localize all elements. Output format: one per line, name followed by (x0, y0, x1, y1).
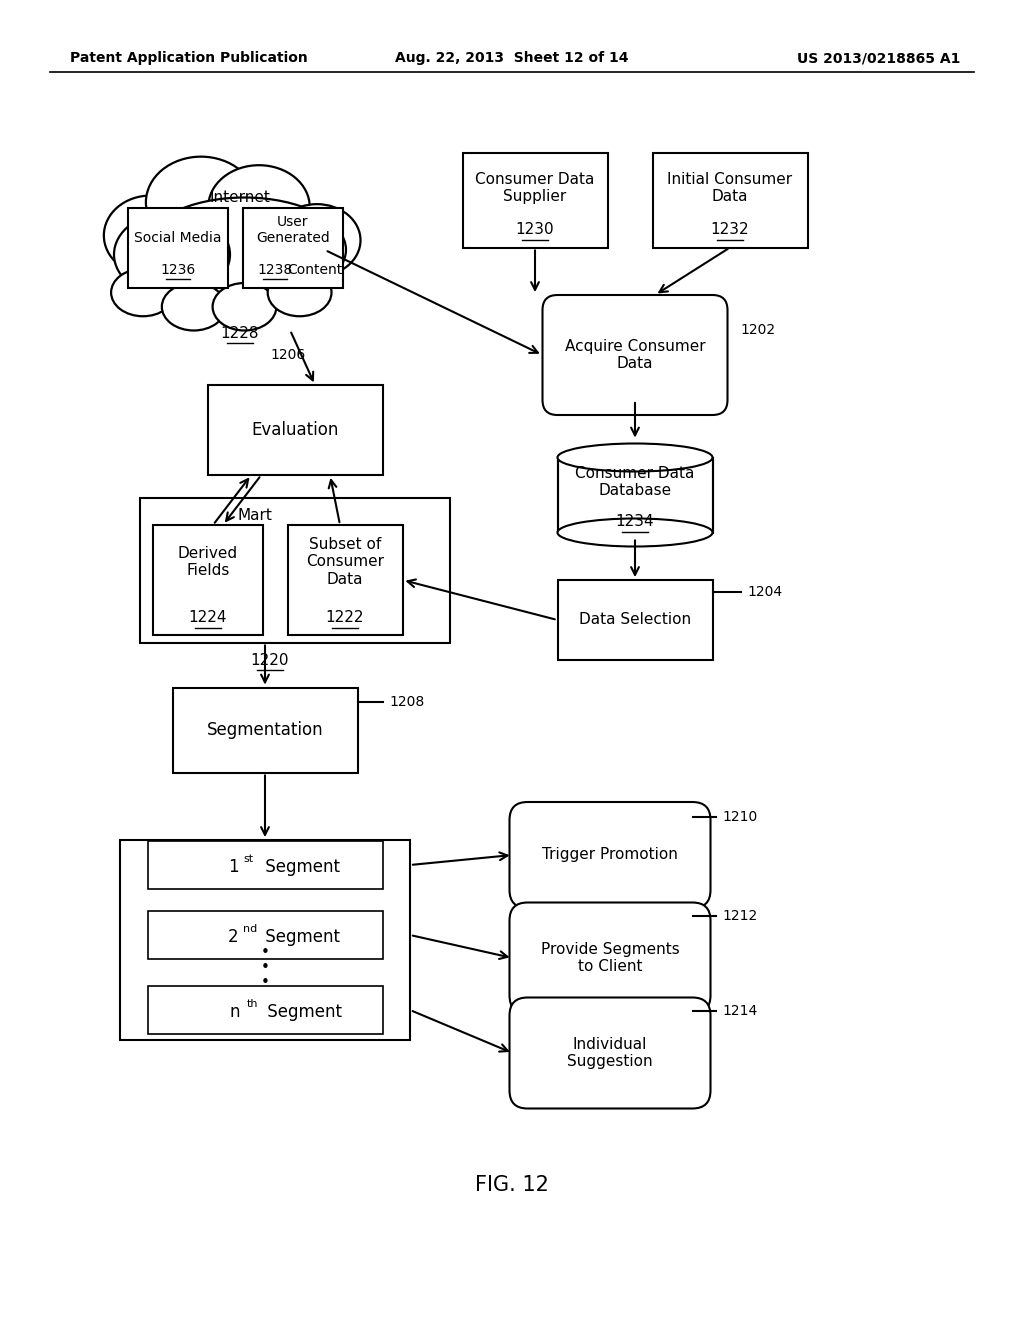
Text: 1212: 1212 (723, 909, 758, 923)
Text: Consumer Data
Supplier: Consumer Data Supplier (475, 172, 595, 205)
Text: 1238: 1238 (257, 263, 293, 277)
Text: Segment: Segment (260, 858, 340, 876)
Text: 1224: 1224 (188, 610, 227, 626)
Text: Mart: Mart (238, 508, 272, 523)
Text: Acquire Consumer
Data: Acquire Consumer Data (564, 339, 706, 371)
Text: Segment: Segment (260, 928, 340, 946)
Ellipse shape (208, 165, 309, 248)
Text: 1208: 1208 (389, 696, 425, 709)
FancyBboxPatch shape (557, 579, 713, 660)
Text: Consumer Data
Database: Consumer Data Database (575, 466, 694, 498)
FancyBboxPatch shape (128, 209, 228, 288)
FancyBboxPatch shape (147, 841, 383, 888)
Text: Segments: Segments (188, 853, 265, 867)
Text: 1210: 1210 (723, 810, 758, 824)
FancyBboxPatch shape (147, 911, 383, 960)
FancyBboxPatch shape (463, 153, 607, 248)
Ellipse shape (145, 157, 256, 248)
Text: 1230: 1230 (516, 223, 554, 238)
Text: nd: nd (243, 924, 257, 935)
FancyBboxPatch shape (288, 525, 402, 635)
Ellipse shape (213, 282, 276, 330)
Text: Evaluation: Evaluation (251, 421, 339, 440)
Text: Provide Segments
to Client: Provide Segments to Client (541, 941, 679, 974)
FancyBboxPatch shape (510, 998, 711, 1109)
Text: Derived
Fields: Derived Fields (178, 545, 238, 578)
Text: 1226: 1226 (294, 853, 333, 867)
FancyBboxPatch shape (208, 385, 383, 475)
Text: 1206: 1206 (270, 348, 305, 362)
FancyBboxPatch shape (153, 525, 263, 635)
Text: th: th (247, 999, 258, 1008)
Text: 1202: 1202 (740, 323, 775, 337)
FancyBboxPatch shape (652, 153, 808, 248)
Text: Content: Content (288, 263, 343, 277)
Text: 1222: 1222 (326, 610, 365, 626)
Ellipse shape (557, 519, 713, 546)
Text: Initial Consumer
Data: Initial Consumer Data (668, 172, 793, 205)
Ellipse shape (273, 205, 360, 276)
Text: Social Media: Social Media (134, 231, 222, 246)
FancyBboxPatch shape (243, 209, 343, 288)
Text: n: n (229, 1003, 241, 1020)
Text: 1232: 1232 (711, 223, 750, 238)
Text: User
Generated: User Generated (256, 215, 330, 246)
Text: st: st (243, 854, 253, 865)
Text: 1234: 1234 (615, 515, 654, 529)
Text: Trigger Promotion: Trigger Promotion (542, 847, 678, 862)
Text: 1228: 1228 (221, 326, 259, 341)
Text: 1: 1 (227, 858, 239, 876)
FancyBboxPatch shape (510, 803, 711, 908)
Text: Data Selection: Data Selection (579, 612, 691, 627)
FancyBboxPatch shape (140, 498, 450, 643)
Text: Segment: Segment (262, 1003, 342, 1020)
FancyBboxPatch shape (147, 986, 383, 1034)
FancyBboxPatch shape (510, 903, 711, 1014)
Text: US 2013/0218865 A1: US 2013/0218865 A1 (797, 51, 961, 65)
Ellipse shape (557, 444, 713, 471)
Text: •
•
•: • • • (260, 945, 269, 990)
Text: Segmentation: Segmentation (207, 721, 324, 739)
Text: 1220: 1220 (251, 653, 289, 668)
FancyBboxPatch shape (543, 294, 727, 414)
Ellipse shape (103, 195, 197, 276)
Text: 1214: 1214 (723, 1005, 758, 1018)
Text: Subset of
Consumer
Data: Subset of Consumer Data (306, 537, 384, 587)
Ellipse shape (162, 282, 225, 330)
Ellipse shape (143, 198, 346, 302)
Text: 1204: 1204 (748, 585, 782, 599)
FancyBboxPatch shape (557, 458, 713, 532)
Text: Aug. 22, 2013  Sheet 12 of 14: Aug. 22, 2013 Sheet 12 of 14 (395, 51, 629, 65)
Text: Individual
Suggestion: Individual Suggestion (567, 1036, 653, 1069)
FancyBboxPatch shape (172, 688, 357, 772)
Ellipse shape (267, 269, 332, 317)
Text: Patent Application Publication: Patent Application Publication (70, 51, 308, 65)
Text: 1236: 1236 (161, 263, 196, 277)
Text: 2: 2 (227, 928, 239, 946)
Text: FIG. 12: FIG. 12 (475, 1175, 549, 1195)
Ellipse shape (111, 269, 175, 317)
Text: Internet: Internet (210, 190, 270, 205)
FancyBboxPatch shape (120, 840, 410, 1040)
Ellipse shape (114, 211, 230, 297)
